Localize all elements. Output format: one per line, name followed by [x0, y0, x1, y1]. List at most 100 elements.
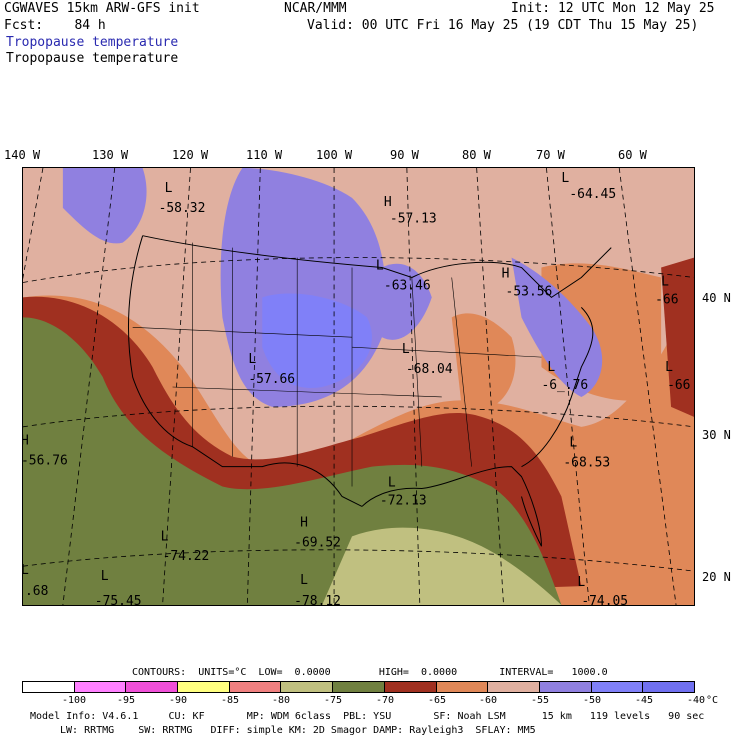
band-ohio-orange: [451, 313, 516, 407]
us-west-coast-mexico-border: [128, 235, 363, 507]
legend-swatch: [23, 682, 75, 692]
extremum-value: -68.53: [563, 456, 610, 471]
extremum-value: .68: [25, 584, 48, 599]
legend-swatch: [436, 682, 489, 692]
lon-label-110w: 110 W: [246, 148, 283, 162]
extremum-value: -68.04: [406, 362, 453, 377]
state-line-5: [172, 386, 442, 398]
legend-tick: -95: [116, 695, 136, 706]
lat-label-40n: 40 N: [702, 291, 731, 305]
extremum-type: L: [569, 436, 577, 451]
band-great-lakes-cool: [381, 263, 432, 340]
extremum-value: -58.32: [159, 201, 206, 216]
field-name-primary: Tropopause temperature: [6, 35, 179, 50]
extremum-type: L: [376, 259, 384, 274]
legend-tick: -65: [427, 695, 447, 706]
legend-swatch: [333, 682, 385, 692]
legend-swatch: [539, 682, 592, 692]
extremum-type: L: [101, 569, 109, 584]
org-label: NCAR/MMM: [284, 1, 347, 16]
gulf-coast: [361, 466, 542, 547]
lon-label-60w: 60 W: [618, 148, 647, 162]
band-minus-75: [322, 527, 562, 605]
extremum-type: L: [661, 274, 669, 289]
east-coast: [521, 307, 594, 468]
lat-label-20n: 20 N: [702, 570, 731, 584]
legend-tick: -40: [686, 695, 706, 706]
extremum-value: -75.45: [95, 594, 142, 606]
state-borders: [132, 242, 542, 487]
us-canada-border: [142, 235, 612, 299]
extremum-type: L: [22, 563, 29, 578]
graticule: [23, 168, 694, 605]
model-info-line-2: LW: RRTMG SW: RRTMG DIFF: simple KM: 2D …: [60, 725, 536, 736]
extremum-value: -66: [655, 292, 678, 307]
legend-tick: -100: [61, 695, 87, 706]
country-borders: [128, 235, 612, 547]
legend-swatch: [178, 682, 230, 692]
legend-swatch: [643, 682, 694, 692]
meridian-60w: [618, 168, 677, 605]
state-line-7: [411, 277, 423, 467]
band-east-coast-cool: [511, 257, 603, 397]
extrema-labels: L -58.32 H -57.13 L -64.45 L -63.46 H -5…: [22, 171, 690, 606]
extremum-value: -66: [667, 378, 690, 393]
band-pacific-nw-cool: [62, 168, 147, 244]
extremum-value: -78.12: [294, 594, 341, 606]
extremum-type: L: [561, 171, 569, 186]
meridian-110w: [246, 168, 261, 605]
extremum-type: H: [300, 515, 308, 530]
extremum-type: L: [161, 529, 169, 544]
tropopause-temperature-map: L -58.32 H -57.13 L -64.45 L -63.46 H -5…: [22, 167, 695, 606]
meridian-90w: [406, 168, 421, 605]
meridian-70w: [546, 168, 590, 605]
contour-info: CONTOURS: UNITS=°C LOW= 0.0000 HIGH= 0.0…: [132, 667, 608, 678]
model-info-line-1: Model Info: V4.6.1 CU: KF MP: WDM 6class…: [30, 711, 705, 722]
extremum-type: L: [402, 342, 410, 357]
extremum-type: H: [384, 195, 392, 210]
legend-tick: -60: [478, 695, 498, 706]
band-atlantic-red: [661, 257, 694, 417]
lon-label-100w: 100 W: [316, 148, 353, 162]
color-legend-bar: [22, 681, 695, 693]
extremum-value: -56.76: [22, 454, 68, 469]
legend-tick: -80: [271, 695, 291, 706]
extremum-value: -74.22: [163, 549, 210, 564]
legend-swatch: [74, 682, 127, 692]
extremum-type: L: [577, 575, 585, 590]
lat-label-30n: 30 N: [702, 428, 731, 442]
legend-tick: -45: [634, 695, 654, 706]
legend-swatch: [126, 682, 179, 692]
lon-label-120w: 120 W: [172, 148, 209, 162]
extremum-value: -53.56: [506, 284, 553, 299]
parallel-30n: [23, 405, 694, 428]
extremum-value: -69.52: [294, 535, 341, 550]
band-minus-45-plains: [262, 293, 372, 388]
lon-label-140w: 140 W: [4, 148, 41, 162]
extremum-type: L: [547, 360, 555, 375]
extremum-type: L: [300, 573, 308, 588]
legend-tick: -85: [220, 695, 240, 706]
extremum-value: -6_.76: [541, 378, 588, 393]
meridian-140w: [23, 168, 44, 280]
legend-swatch: [488, 682, 540, 692]
state-line-8: [352, 346, 542, 358]
legend-tick: -55: [530, 695, 550, 706]
parallel-20n: [23, 549, 694, 572]
extremum-type: L: [248, 352, 256, 367]
state-line-4: [132, 326, 353, 338]
legend-tick: -75: [323, 695, 343, 706]
meridian-120w: [162, 168, 191, 605]
extremum-type: H: [22, 434, 29, 449]
extremum-value: -72.13: [380, 493, 427, 508]
lon-label-70w: 70 W: [536, 148, 565, 162]
forecast-hour: Fcst: 84 h: [4, 18, 106, 33]
legend-tick: -90: [168, 695, 188, 706]
parallel-40n: [23, 257, 694, 283]
extremum-value: -74.05: [581, 594, 628, 606]
legend-tick: -70: [375, 695, 395, 706]
lon-label-80w: 80 W: [462, 148, 491, 162]
band-pacific-cool: [23, 327, 86, 442]
legend-swatch: [281, 682, 334, 692]
extremum-value: -57.13: [390, 212, 437, 227]
